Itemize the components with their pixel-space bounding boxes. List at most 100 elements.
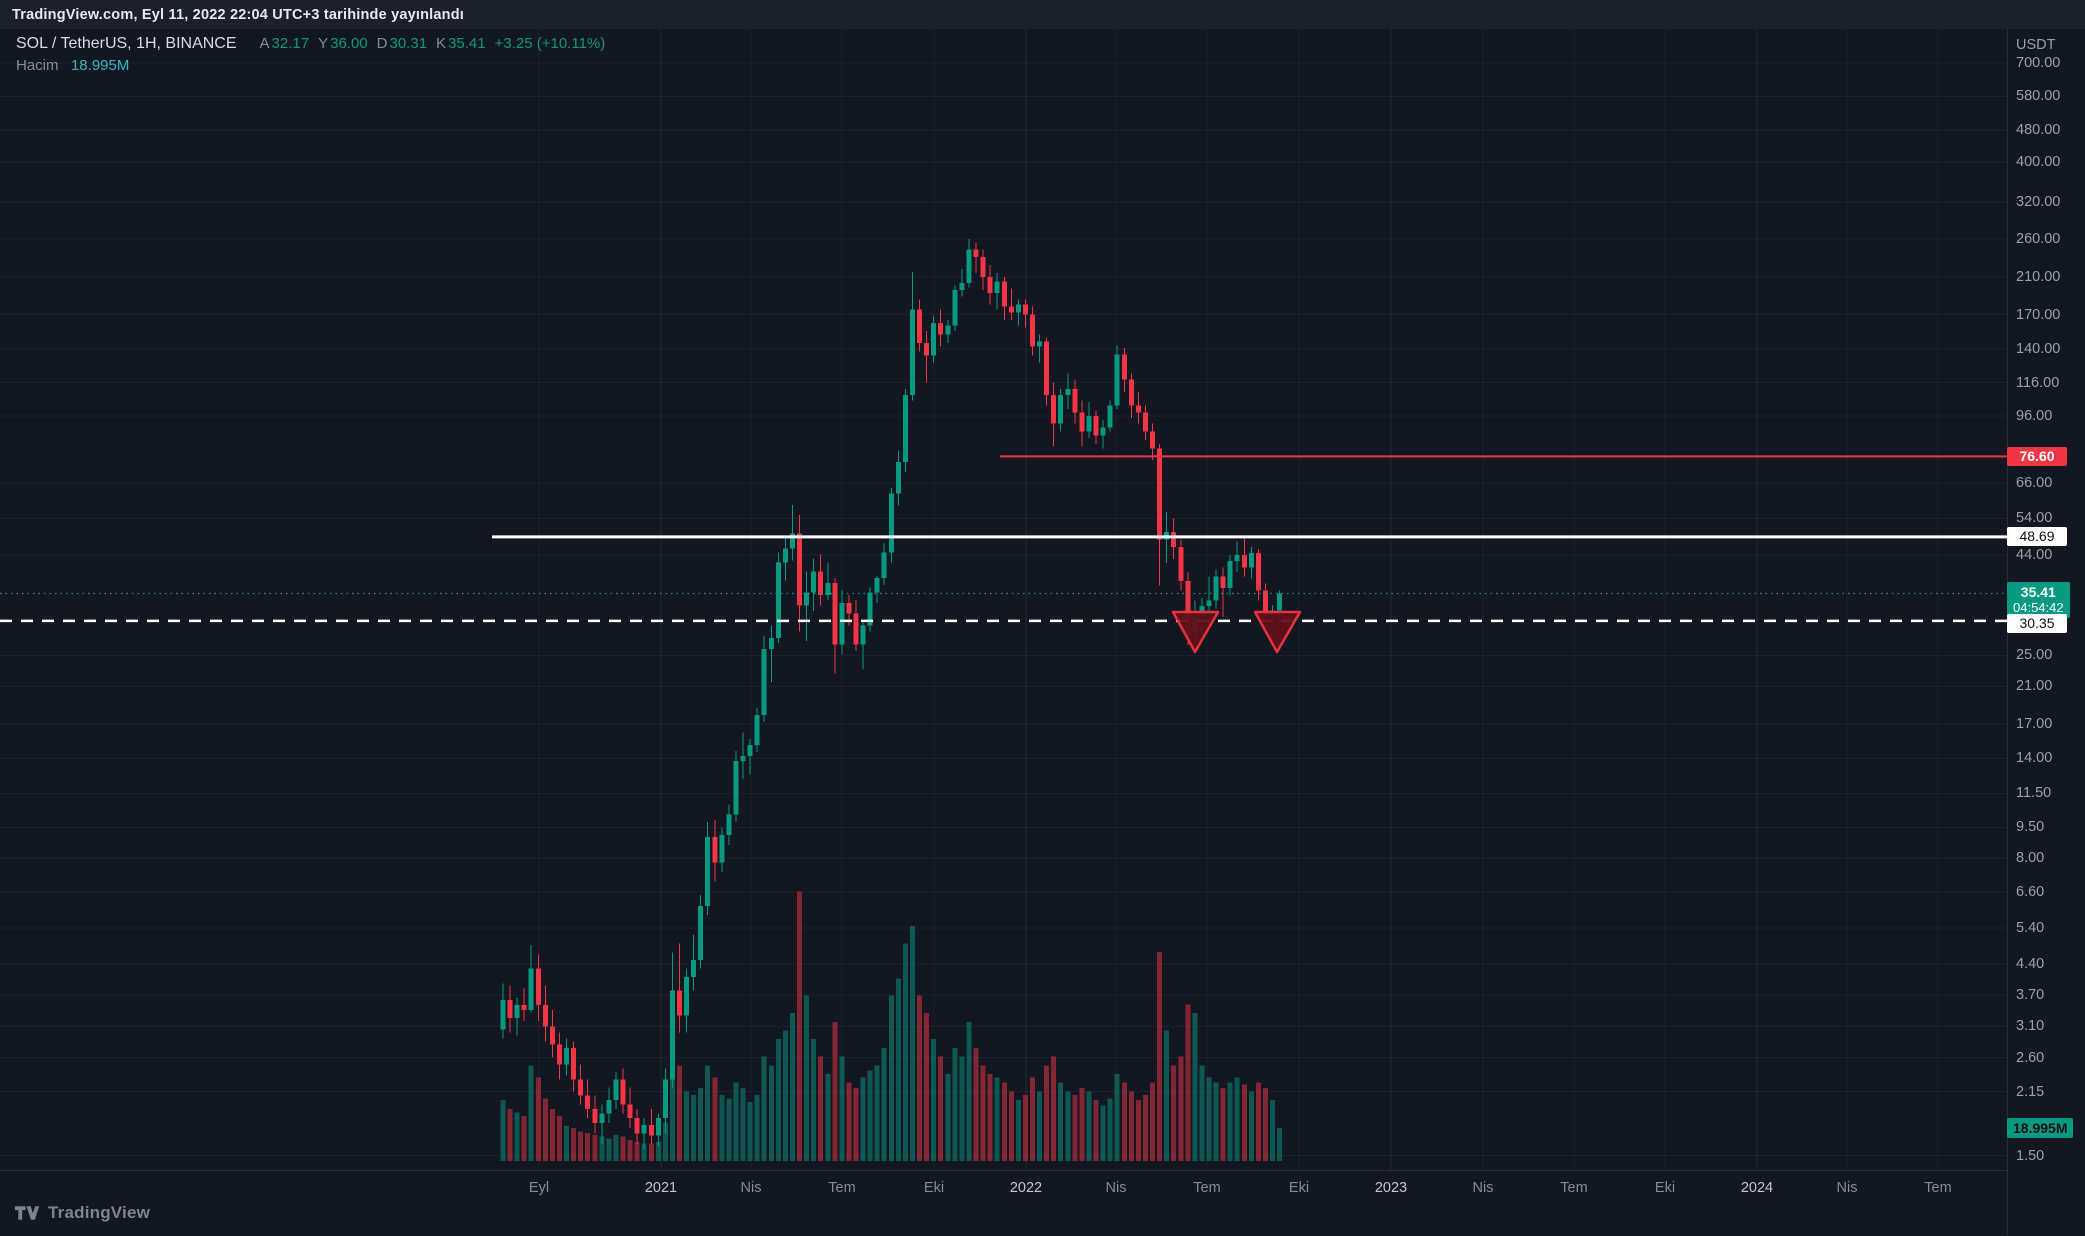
volume-bar xyxy=(959,1056,965,1161)
candle-body xyxy=(1015,304,1021,313)
volume-bar xyxy=(500,1100,506,1161)
price-label-76-60[interactable]: 76.60 xyxy=(2007,446,2067,466)
candle-body xyxy=(627,1104,633,1119)
price-tick: 580.00 xyxy=(2016,88,2061,105)
candle-body xyxy=(775,562,781,638)
candle-body xyxy=(1058,395,1064,424)
volume-bar xyxy=(931,1039,937,1161)
candle-body xyxy=(564,1047,570,1065)
price-tick: 210.00 xyxy=(2016,269,2061,286)
candle-body xyxy=(1248,552,1254,568)
candle-body xyxy=(959,283,965,291)
time-tick-2023: 2023 xyxy=(1374,1180,1408,1196)
volume-bar xyxy=(613,1134,619,1161)
candle-body xyxy=(1079,412,1085,432)
price-tick: 320.00 xyxy=(2016,194,2061,211)
candle-body xyxy=(804,592,810,606)
volume-bar xyxy=(677,1065,682,1161)
time-tick-Tem: Tem xyxy=(1924,1180,1952,1196)
candle-body xyxy=(973,249,979,258)
change-value: +3.25 (+10.11%) xyxy=(494,35,606,52)
candle-body xyxy=(1262,590,1268,615)
candle-body xyxy=(1022,304,1028,315)
candle-body xyxy=(754,714,760,745)
volume-bar xyxy=(1234,1077,1240,1161)
candle-body xyxy=(528,968,534,1011)
candle-body xyxy=(1150,431,1156,449)
candle-body xyxy=(733,760,739,815)
volume-bar xyxy=(599,1136,605,1161)
publish-info-link[interactable]: TradingView.com, Eyl 11, 2022 22:04 UTC+… xyxy=(12,6,465,23)
candle-body xyxy=(655,1118,661,1136)
legend: SOL / TetherUS, 1H, BINANCE A 32.17 Y 36.0… xyxy=(16,35,605,75)
tradingview-logo[interactable]: TradingView xyxy=(14,1201,150,1225)
chart-area[interactable]: SOL / TetherUS, 1H, BINANCE A 32.17 Y 36.0… xyxy=(0,29,2085,1236)
candle-body xyxy=(698,906,704,961)
price-label-30-35[interactable]: 30.35 xyxy=(2007,614,2067,634)
price-axis[interactable]: USDT 700.00 580.00 480.00 400.00 320.00 260.0… xyxy=(2007,29,2085,1235)
candle-body xyxy=(1086,416,1092,432)
candle-body xyxy=(1227,561,1233,589)
price-tick: 3.10 xyxy=(2016,1018,2045,1035)
close-label: K xyxy=(436,35,447,52)
candle-body xyxy=(712,836,718,863)
candle-body xyxy=(514,1004,520,1019)
candle-body xyxy=(1171,532,1177,547)
price-label-48-69[interactable]: 48.69 xyxy=(2007,527,2067,547)
candle-body xyxy=(860,625,866,645)
candle-body xyxy=(1178,546,1184,581)
volume-bar xyxy=(578,1131,584,1161)
volume-value: 18.995M xyxy=(70,57,130,74)
volume-bar xyxy=(535,1077,541,1161)
volume-bar xyxy=(825,1074,831,1161)
volume-bar xyxy=(712,1077,718,1161)
volume-bar xyxy=(1128,1091,1134,1161)
price-tick: 140.00 xyxy=(2016,341,2061,358)
candle-body xyxy=(931,323,937,356)
volume-bar xyxy=(740,1087,746,1161)
candle-body xyxy=(811,571,817,593)
candle-body xyxy=(592,1108,598,1124)
volume-bar xyxy=(994,1077,1000,1161)
candle-body xyxy=(782,548,788,563)
price-tick: 5.40 xyxy=(2016,919,2045,936)
volume-bar xyxy=(571,1127,577,1161)
volume-bar xyxy=(726,1098,732,1161)
triangle-down-marker-1[interactable] xyxy=(1171,610,1220,654)
time-axis[interactable]: Eyl 2021 Nis Tem Eki 2022 Nis Tem Eki 2023 Nis Tem E… xyxy=(0,1170,2085,1236)
price-tick: 2.15 xyxy=(2016,1083,2045,1100)
triangle-down-marker-2[interactable] xyxy=(1253,610,1302,654)
candle-body xyxy=(909,309,915,396)
publish-bar: TradingView.com, Eyl 11, 2022 22:04 UTC+… xyxy=(0,0,2085,29)
candlestick-chart[interactable] xyxy=(0,29,2085,1235)
volume-bar xyxy=(669,1047,675,1161)
legend-ohlc-row: SOL / TetherUS, 1H, BINANCE A 32.17 Y 36.0… xyxy=(16,35,605,53)
price-tick: 400.00 xyxy=(2016,154,2061,171)
volume-bar xyxy=(874,1065,880,1161)
symbol-title[interactable]: SOL / TetherUS, 1H, BINANCE xyxy=(16,35,237,52)
candle-body xyxy=(1185,580,1191,633)
price-tick: 3.70 xyxy=(2016,987,2045,1003)
time-tick-Tem: Tem xyxy=(828,1180,856,1196)
volume-bar xyxy=(1142,1094,1148,1161)
volume-axis-label: 18.995M xyxy=(2007,1117,2074,1138)
candle-body xyxy=(1008,306,1014,313)
volume-bar xyxy=(768,1065,774,1161)
price-tick: 260.00 xyxy=(2016,231,2061,248)
candle-body xyxy=(1255,552,1261,591)
high-label: Y xyxy=(318,35,329,52)
volume-bar xyxy=(521,1115,527,1161)
candle-body xyxy=(1121,354,1127,380)
candle-body xyxy=(1206,600,1212,607)
volume-bar xyxy=(528,1065,534,1161)
candle-body xyxy=(1142,412,1148,432)
candle-body xyxy=(789,533,795,549)
candle-body xyxy=(1001,281,1007,307)
candle-body xyxy=(500,999,506,1030)
volume-bar xyxy=(1001,1082,1007,1161)
price-tick: 44.00 xyxy=(2016,546,2053,563)
volume-bar xyxy=(1150,1082,1156,1161)
candle-body xyxy=(761,649,767,715)
axis-currency-label: USDT xyxy=(2016,37,2056,53)
volume-bar xyxy=(917,995,923,1161)
